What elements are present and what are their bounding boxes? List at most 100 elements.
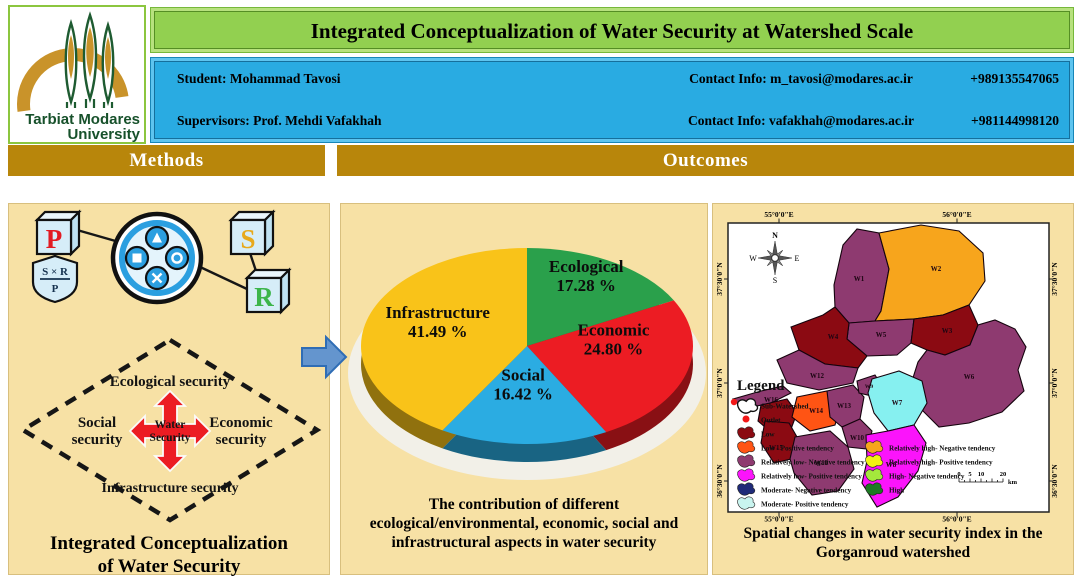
pie-slice-label: Social 16.42 % xyxy=(493,366,553,404)
diamond-bottom-label: Infrastructure security xyxy=(102,481,239,496)
methods-panel: P S × R P S xyxy=(8,203,330,578)
formula-shield: S × R P xyxy=(31,254,79,304)
legend-swatch xyxy=(742,415,750,423)
outcomes-section-header: Outcomes xyxy=(337,145,1074,176)
legend-title: Legend xyxy=(737,378,785,394)
legend-label: Sub-Watershed xyxy=(761,403,809,411)
svg-text:0: 0 xyxy=(957,471,960,478)
axis-label: 37°0'0"N xyxy=(1050,368,1059,398)
poster-title-text: Integrated Conceptualization of Water Se… xyxy=(310,19,914,43)
triangle-button-icon xyxy=(152,232,162,243)
legend-label: High xyxy=(889,487,904,495)
axis-label: 55°0'0"E xyxy=(764,515,793,524)
flow-arrow-icon xyxy=(300,334,348,380)
legend-swatch xyxy=(865,440,884,454)
region-label-W9: W9 xyxy=(865,384,874,390)
svg-text:5: 5 xyxy=(968,471,972,478)
region-label-W3: W3 xyxy=(942,327,953,335)
region-label-W6: W6 xyxy=(964,373,975,381)
region-label-W12: W12 xyxy=(810,372,825,380)
axis-label: 36°30'0"N xyxy=(715,464,724,498)
security-diamond: Ecological security Social security Econ… xyxy=(18,337,322,523)
diamond-center-label-2: Security xyxy=(150,432,191,444)
compass-rose-icon: N W E S xyxy=(749,231,799,285)
svg-text:km: km xyxy=(1008,479,1018,486)
svg-text:10: 10 xyxy=(978,471,985,478)
diamond-border xyxy=(18,337,322,523)
legend-label: Relatively high- Negative tendency xyxy=(889,445,996,453)
map-caption: Spatial changes in water security index … xyxy=(743,525,1043,561)
region-W11 xyxy=(789,430,855,496)
legend-label: Moderate- Positive tendency xyxy=(761,501,849,509)
axis-label: 55°0'0"E xyxy=(764,210,793,219)
legend-label: Moderate- Negative tendency xyxy=(761,487,852,495)
pie-chart: Ecological 17.28 % Economic 24.80 % Social 16… xyxy=(348,248,706,480)
svg-text:E: E xyxy=(795,254,800,263)
axis-label: 56°0'0"E xyxy=(942,515,971,524)
student-contact: Contact Info: m_tavosi@modares.ac.ir xyxy=(689,71,913,86)
student-name: Student: Mohammad Tavosi xyxy=(177,71,341,86)
legend-swatch xyxy=(737,468,756,482)
map-legend: Legend Sub-Watershed Outlet Low Low - Positi… xyxy=(736,378,996,510)
legend-swatch xyxy=(737,454,756,468)
region-label-W7: W7 xyxy=(892,399,903,407)
legend-swatch xyxy=(865,482,884,496)
university-logo: Tarbiat Modares University xyxy=(8,5,146,144)
pressure-cube: P xyxy=(34,209,82,257)
region-label-W10: W10 xyxy=(850,434,865,442)
region-label-W16: W16 xyxy=(764,396,779,404)
pie-slice-label: Economic 24.80 % xyxy=(578,321,650,359)
formula-numerator: S × R xyxy=(42,266,69,278)
response-cube: R xyxy=(244,267,292,315)
diamond-center-label-1: Water xyxy=(155,419,186,431)
tmu-logo-icon: Tarbiat Modares University xyxy=(17,11,141,143)
methods-caption: Integrated Conceptualization of Water Se… xyxy=(49,533,288,578)
legend-label: Outlet xyxy=(761,417,781,425)
region-label-W11: W11 xyxy=(814,459,828,467)
legend-label: Low - Positive tendency xyxy=(761,445,834,453)
student-row: Student: Mohammad Tavosi Contact Info: m… xyxy=(151,71,1073,91)
controller-icon xyxy=(110,211,204,305)
svg-text:S: S xyxy=(773,276,777,285)
region-label-W2: W2 xyxy=(931,265,942,273)
logo-text-line2: University xyxy=(67,126,140,142)
region-W12 xyxy=(776,349,859,391)
axis-label: 37°0'0"N xyxy=(715,368,724,398)
pie-slice xyxy=(360,248,527,431)
legend-swatch xyxy=(736,398,759,414)
four-way-arrow-icon xyxy=(128,389,212,473)
legend-label: High- Negative tendency xyxy=(889,473,965,481)
circle-button-icon xyxy=(171,252,183,264)
info-bar: Student: Mohammad Tavosi Contact Info: m… xyxy=(150,57,1074,143)
region-label-W13: W13 xyxy=(837,402,852,410)
legend-swatch xyxy=(865,468,884,482)
outcomes-pie-panel: Ecological 17.28 % Economic 24.80 % Social 16… xyxy=(340,203,708,575)
formula-denominator: P xyxy=(52,283,59,295)
outcomes-map-panel: W1 W2 W5 W3 W4 W6 W12 W16 W14 W15 W13 W9 W10 W7 W11 W8 5… xyxy=(712,203,1074,575)
diamond-right-label-2: security xyxy=(216,432,267,448)
diamond-left-label-1: Social xyxy=(78,415,116,431)
axis-label: 37°30'0"N xyxy=(715,262,724,296)
methods-section-header: Methods xyxy=(8,145,325,176)
region-label-W14: W14 xyxy=(809,407,824,415)
svg-text:20: 20 xyxy=(1000,471,1007,478)
legend-swatch xyxy=(737,440,756,454)
axis-label: 36°30'0"N xyxy=(1050,464,1059,498)
pie-slice-label: Infrastructure 41.49 % xyxy=(385,303,490,341)
legend-label: Low xyxy=(761,431,775,439)
cube-p-letter: P xyxy=(46,224,63,254)
pie-slice xyxy=(527,300,693,433)
student-phone: +989135547065 xyxy=(970,71,1059,86)
legend-label: Relatively low- Negative tendency xyxy=(761,459,865,467)
supervisor-phone: +981144998120 xyxy=(971,113,1059,128)
cross-button-icon xyxy=(151,272,163,284)
legend-label: Relatively low- Positive tendency xyxy=(761,473,862,481)
psr-diagram: P S × R P S xyxy=(31,209,292,315)
svg-text:W: W xyxy=(749,254,757,263)
region-label-W8: W8 xyxy=(886,461,897,469)
square-button-icon xyxy=(132,253,142,263)
pie-slice-label: Ecological 17.28 % xyxy=(549,257,624,295)
diamond-left-label-2: security xyxy=(72,432,123,448)
